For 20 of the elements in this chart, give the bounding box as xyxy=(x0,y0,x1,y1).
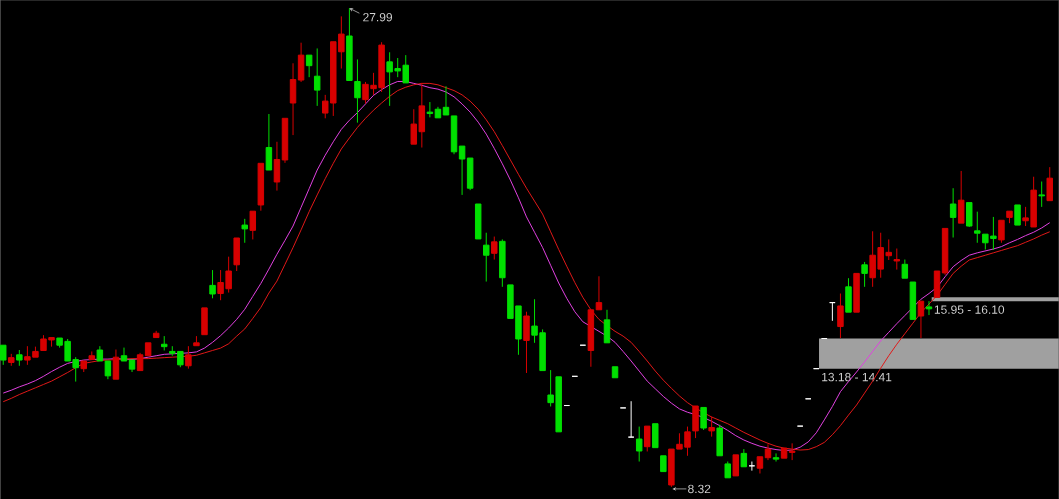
candlestick xyxy=(635,426,643,462)
candlestick xyxy=(925,300,933,316)
candlestick xyxy=(788,442,796,461)
candlestick xyxy=(764,443,772,461)
candlestick xyxy=(289,62,297,136)
candlestick xyxy=(354,58,361,124)
candlestick xyxy=(483,232,490,282)
candlestick xyxy=(426,101,434,118)
annotation: 27.99 xyxy=(363,12,393,22)
candlestick xyxy=(297,42,305,83)
annotation: 8.32 xyxy=(688,484,711,494)
candlestick xyxy=(772,452,780,462)
candlestick xyxy=(974,211,981,244)
band-label: 15.95 - 16.10 xyxy=(934,305,1005,314)
candlestick xyxy=(313,47,321,107)
candlestick xyxy=(837,292,844,339)
candlestick xyxy=(1038,180,1045,208)
candlestick xyxy=(273,141,281,192)
candlestick xyxy=(499,238,506,288)
candlestick xyxy=(949,187,957,238)
